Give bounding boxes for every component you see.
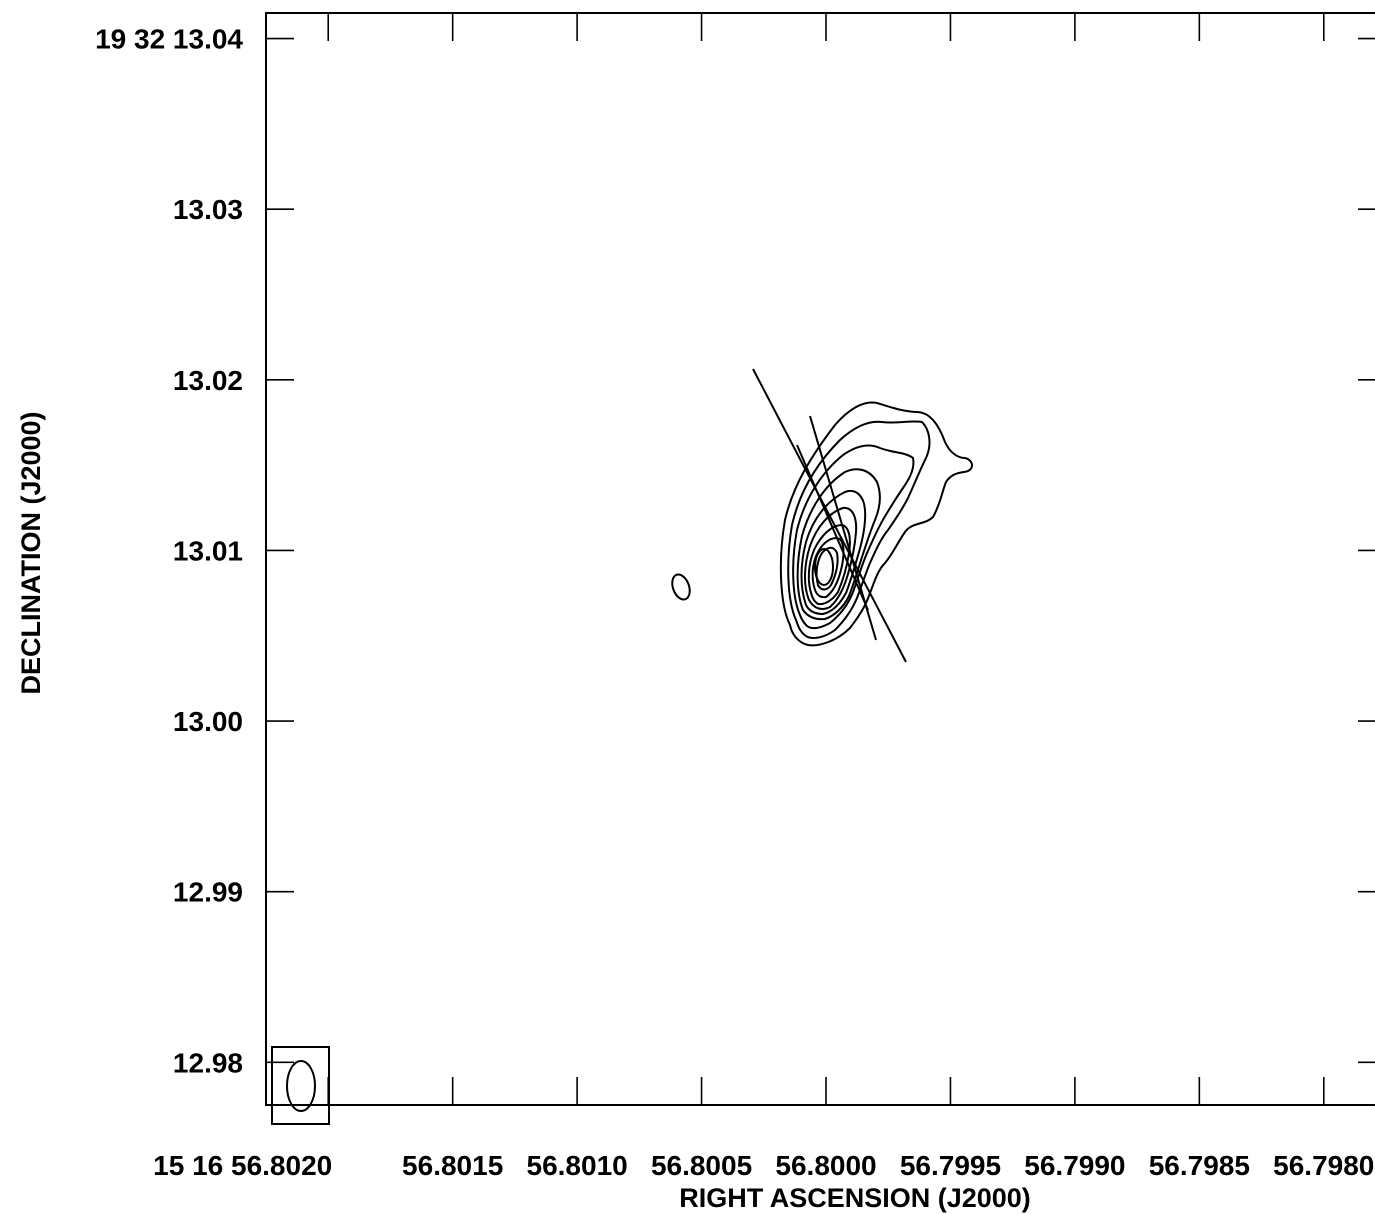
contour-level-5 <box>800 490 867 616</box>
x-tick-label-1: 56.8015 <box>402 1150 503 1181</box>
x-axis-tick-labels: 15 16 56.8020 56.8015 56.8010 56.8005 56.800… <box>153 1150 1374 1181</box>
contour-level-1 <box>779 401 973 647</box>
x-axis-ticks <box>327 13 1325 1105</box>
y-tick-label-2: 13.02 <box>173 365 243 396</box>
contour-level-9 <box>815 546 839 591</box>
x-tick-label-0: 15 16 56.8020 <box>153 1150 332 1181</box>
beam-box <box>271 1046 330 1125</box>
x-tick-label-4: 56.8000 <box>775 1150 876 1181</box>
weak-component-contour <box>671 573 691 601</box>
contour-peak <box>814 548 834 586</box>
y-axis-tick-labels: 19 32 13.04 13.03 13.02 13.01 13.00 12.99 12.9… <box>95 24 243 1079</box>
x-axis-title: RIGHT ASCENSION (J2000) <box>679 1183 1031 1213</box>
x-tick-label-5: 56.7995 <box>900 1150 1001 1181</box>
x-tick-label-3: 56.8005 <box>651 1150 752 1181</box>
position-angle-line-1 <box>752 368 907 663</box>
y-axis-ticks <box>266 37 1375 1064</box>
x-tick-label-7: 56.7985 <box>1149 1150 1250 1181</box>
x-tick-label-6: 56.7990 <box>1024 1150 1125 1181</box>
beam-ellipse <box>286 1060 316 1112</box>
x-tick-label-8: 56.7980 <box>1273 1150 1374 1181</box>
source-contours <box>779 401 973 647</box>
y-axis-title: DECLINATION (J2000) <box>16 411 46 694</box>
y-tick-label-6: 12.98 <box>173 1047 243 1078</box>
y-tick-label-3: 13.01 <box>173 535 243 566</box>
y-tick-label-4: 13.00 <box>173 706 243 737</box>
plot-frame <box>265 12 1375 1106</box>
contour-level-4 <box>796 468 881 621</box>
y-tick-label-0: 19 32 13.04 <box>95 24 243 55</box>
contour-level-6 <box>804 506 858 610</box>
position-angle-line-3 <box>796 444 869 611</box>
y-tick-label-1: 13.03 <box>173 194 243 225</box>
x-tick-label-2: 56.8010 <box>527 1150 628 1181</box>
y-tick-label-5: 12.99 <box>173 877 243 908</box>
contour-level-3 <box>792 444 915 630</box>
